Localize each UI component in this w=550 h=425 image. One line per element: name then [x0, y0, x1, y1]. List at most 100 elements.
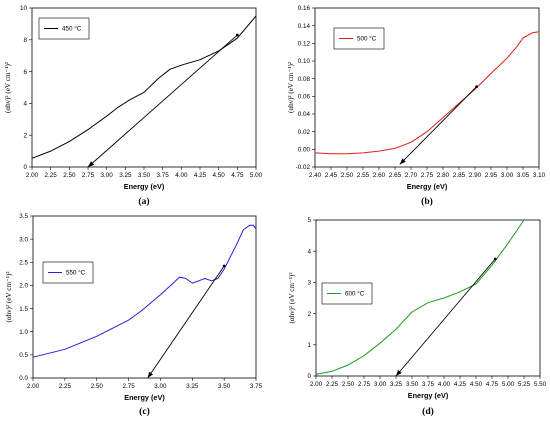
- fit-arrowhead: [88, 161, 95, 167]
- x-tick-label: 2.80: [437, 172, 450, 179]
- y-tick-label: 1.5: [19, 306, 28, 313]
- fit-line: [147, 265, 225, 379]
- x-tick-label: 2.75: [122, 383, 135, 390]
- x-tick-label: 3.75: [422, 381, 435, 388]
- x-tick-label: 2.90: [469, 172, 482, 179]
- x-tick-label: 3.50: [218, 383, 231, 390]
- x-axis-label: Energy (eV): [124, 393, 165, 402]
- x-tick-label: 3.00: [501, 172, 514, 179]
- y-tick-label: -0.02: [296, 164, 311, 171]
- x-tick-label: 4.25: [194, 172, 207, 179]
- x-axis-label: Energy (eV): [407, 182, 448, 191]
- y-axis-label: (αhν)² (eV cm⁻¹)²: [4, 62, 12, 113]
- x-tick-label: 4.50: [213, 172, 226, 179]
- fit-point-marker: [475, 85, 478, 89]
- x-tick-label: 2.25: [59, 383, 72, 390]
- x-tick-label: 2.45: [325, 172, 338, 179]
- x-tick-label: 2.95: [485, 172, 498, 179]
- x-tick-label: 4.25: [454, 381, 467, 388]
- y-axis-label: (αhν)² (eV cm⁻¹)²: [5, 271, 13, 322]
- x-tick-label: 3.10: [533, 172, 546, 179]
- y-tick-label: 0.14: [298, 23, 311, 30]
- fit-line: [399, 86, 477, 165]
- x-tick-label: 4.50: [470, 381, 483, 388]
- y-tick-label: 0.5: [19, 352, 28, 359]
- y-tick-label: 0.12: [298, 41, 311, 48]
- y-tick-label: 3.0: [19, 236, 28, 243]
- legend-box: [42, 261, 94, 284]
- fit-point-marker: [235, 33, 239, 37]
- panel-caption: (d): [422, 406, 434, 417]
- fit-arrowhead: [396, 369, 402, 376]
- y-tick-label: 4: [307, 248, 311, 255]
- x-tick-label: 3.00: [154, 383, 167, 390]
- x-tick-label: 2.40: [309, 172, 322, 179]
- x-tick-label: 2.75: [358, 381, 371, 388]
- y-tick-label: 0.00: [298, 147, 311, 154]
- y-tick-label: 0.08: [298, 76, 311, 83]
- x-tick-label: 2.00: [27, 383, 40, 390]
- x-tick-label: 2.60: [373, 172, 386, 179]
- x-tick-label: 4.75: [231, 172, 244, 179]
- x-tick-label: 2.50: [91, 383, 104, 390]
- y-tick-label: 2: [23, 132, 27, 139]
- y-tick-label: 0.10: [298, 58, 311, 65]
- y-tick-label: 0.02: [298, 129, 311, 136]
- x-axis-label: Energy (eV): [124, 182, 165, 191]
- panel-caption: (c): [139, 406, 150, 417]
- x-tick-label: 3.25: [186, 383, 199, 390]
- x-tick-label: 4.00: [175, 172, 188, 179]
- legend-label: 500 °C: [357, 35, 377, 43]
- x-tick-label: 3.50: [138, 172, 151, 179]
- series-line: [31, 15, 257, 159]
- panel-caption: (a): [138, 196, 149, 207]
- y-tick-label: 6: [23, 69, 27, 76]
- legend-label: 550 °C: [66, 269, 86, 277]
- x-tick-label: 2.75: [421, 172, 434, 179]
- x-tick-label: 2.50: [63, 172, 76, 179]
- x-tick-label: 2.55: [357, 172, 370, 179]
- y-tick-label: 2.5: [19, 259, 28, 266]
- y-tick-label: 1.0: [19, 329, 28, 336]
- y-tick-label: 0.04: [298, 111, 311, 118]
- x-tick-label: 2.00: [26, 172, 39, 179]
- series-line: [32, 224, 257, 358]
- y-tick-label: 0.16: [298, 5, 311, 12]
- fit-point-marker: [222, 264, 226, 268]
- fit-line: [395, 258, 496, 377]
- x-tick-label: 2.75: [82, 172, 95, 179]
- x-tick-label: 2.00: [310, 381, 323, 388]
- x-tick-label: 4.00: [438, 381, 451, 388]
- plot-frame: [32, 215, 257, 379]
- y-tick-label: 1: [307, 342, 311, 349]
- y-tick-label: 0: [307, 373, 311, 380]
- x-tick-label: 3.75: [157, 172, 170, 179]
- y-tick-label: 0.0: [19, 375, 28, 382]
- x-tick-label: 3.50: [406, 381, 419, 388]
- chart-panel-2: 2.40 2.45 2.50 2.55 2.60 2.65 2.70 2.75 2.80 2.85…: [287, 5, 546, 207]
- x-tick-label: 2.50: [342, 381, 355, 388]
- fit-arrowhead: [147, 371, 154, 378]
- x-tick-label: 5.50: [534, 381, 547, 388]
- x-tick-label: 3.05: [517, 172, 530, 179]
- x-tick-label: 5.00: [502, 381, 515, 388]
- x-tick-label: 3.00: [374, 381, 387, 388]
- x-tick-label: 5.00: [250, 172, 263, 179]
- chart-panel-1: 2.00 2.25 2.50 2.75 3.00 3.25 3.50 3.75 4.00 4.25…: [4, 5, 263, 207]
- fit-line: [87, 34, 238, 168]
- panel-caption: (b): [421, 196, 433, 207]
- legend-box: [321, 282, 373, 305]
- x-tick-label: 2.25: [45, 172, 58, 179]
- x-tick-label: 2.50: [341, 172, 354, 179]
- y-tick-label: 10: [20, 5, 28, 12]
- y-tick-label: 2.0: [19, 283, 28, 290]
- x-tick-label: 2.70: [405, 172, 418, 179]
- series-line: [315, 219, 525, 375]
- x-tick-label: 4.75: [486, 381, 499, 388]
- y-axis-label: (αhν)² (eV cm⁻¹)²: [287, 62, 295, 113]
- legend-box: [333, 27, 385, 50]
- y-tick-label: 3.5: [19, 213, 28, 220]
- legend-label: 450 °C: [62, 25, 82, 33]
- fit-arrowhead: [399, 158, 406, 165]
